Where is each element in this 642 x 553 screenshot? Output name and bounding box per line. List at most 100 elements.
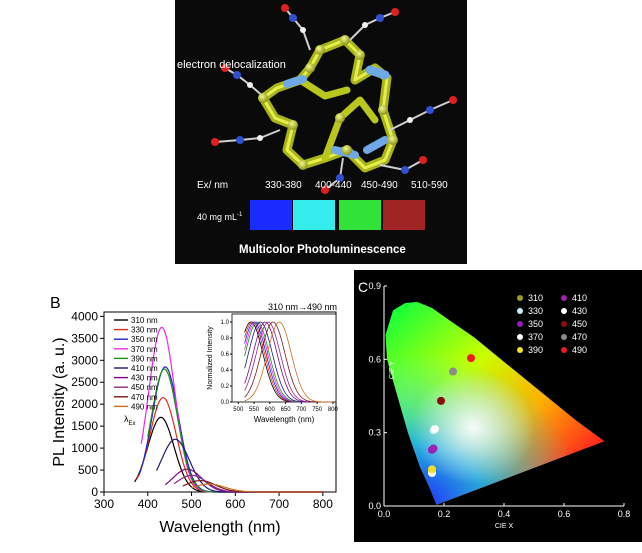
legend-label: 310 nm (131, 316, 158, 325)
inset-y-tick-label: 0.8 (221, 336, 230, 342)
y-tick-label: 0.6 (368, 354, 381, 364)
range-label-3: 450-490 (361, 180, 398, 191)
x-tick-label: 0.4 (498, 509, 511, 519)
legend-marker-390 (517, 347, 523, 353)
inset-x-tick-label: 750 (312, 407, 323, 413)
swatch-cyan (293, 200, 335, 230)
gamut-white-overlay (385, 301, 605, 505)
y-tick-label: 0.9 (368, 281, 381, 291)
inset-line-490nm (244, 321, 333, 403)
panel-b: 300 400 500 600 700 800 0 500 1000 1500 2000 2500 30… (0, 270, 350, 548)
y-tick-label: 4000 (71, 309, 98, 323)
legend-label-470: 470 (572, 332, 587, 342)
panel-label-c: C (358, 279, 368, 295)
y-axis-label: CIE Y (389, 361, 396, 379)
x-axis-label: Wavelength (nm) (159, 519, 280, 536)
legend-label: 430 nm (131, 374, 158, 383)
y-tick-label: 2500 (71, 375, 98, 389)
molecule-side-chains (214, 7, 454, 191)
pl-spectra-chart: 300 400 500 600 700 800 0 500 1000 1500 2000 2500 30… (50, 295, 339, 536)
inset-x-tick-label: 550 (249, 407, 260, 413)
inset-y-tick-label: 0.6 (221, 352, 230, 358)
y-tick-label: 3500 (71, 331, 98, 345)
panel-c: 0.0 0.2 0.4 0.6 0.8 0.0 0.3 0.6 0.9 CIE X CIE Y C 31… (354, 270, 642, 542)
inset-x-axis-label: Wavelength (nm) (254, 415, 315, 424)
x-tick-label: 700 (269, 497, 289, 511)
inset-x-tick-label: 650 (281, 407, 292, 413)
panel-label-b: B (50, 295, 61, 312)
legend-label: 370 nm (131, 345, 158, 354)
concentration-label: 40 mg mL-1 (197, 212, 243, 222)
legend-marker-370 (517, 334, 523, 340)
y-tick-label: 1000 (71, 441, 98, 455)
electron-delocalization-label: electron delocalization (177, 59, 286, 71)
cie-point-430 (431, 425, 439, 433)
cie-diagram: 0.0 0.2 0.4 0.6 0.8 0.0 0.3 0.6 0.9 CIE X CIE Y C 31… (358, 279, 631, 530)
cie-point-490 (467, 354, 475, 363)
cie-point-450 (437, 396, 445, 405)
legend-marker-310 (517, 295, 523, 301)
spectrum-line-330nm (136, 396, 323, 493)
inset-x-tick-label: 800 (328, 407, 339, 413)
x-tick-label: 0.8 (618, 509, 631, 519)
x-tick-label: 600 (225, 497, 245, 511)
legend-label-490: 490 (572, 345, 587, 355)
cie-point-390 (428, 465, 436, 474)
molecule-atoms (211, 4, 457, 194)
legend-label-450: 450 (572, 319, 587, 329)
y-tick-label: 500 (78, 463, 98, 477)
inset-y-tick-label: 0.2 (221, 384, 230, 390)
y-axis-label: PL Intensity (a. u.) (51, 337, 68, 466)
inset-x-tick-label: 700 (296, 407, 307, 413)
legend-marker-410 (561, 295, 567, 301)
inset-y-tick-label: 1.0 (221, 320, 230, 326)
legend-label-430: 430 (572, 306, 587, 316)
legend-label: 490 nm (131, 402, 158, 411)
y-tick-label: 1500 (71, 419, 98, 433)
cie-point-410 (429, 444, 438, 453)
legend-label-390: 390 (528, 345, 543, 355)
legend-marker-490 (561, 347, 567, 353)
x-tick-label: 300 (94, 497, 114, 511)
inset-x-tick-label: 500 (233, 407, 244, 413)
x-tick-label: 0.2 (438, 509, 451, 519)
legend-marker-350 (517, 321, 523, 327)
x-tick-label: 0.0 (378, 509, 391, 519)
legend-marker-450 (561, 321, 567, 327)
inset-y-tick-label: 0.0 (221, 400, 230, 406)
range-label-1: 330-380 (265, 180, 302, 191)
x-axis-label: CIE X (495, 523, 514, 530)
x-tick-label: 800 (313, 497, 333, 511)
ex-nm-label: Ex/ nm (197, 180, 228, 191)
cie-point-470 (449, 367, 457, 376)
legend-label-310: 310 (528, 293, 543, 303)
x-tick-label: 400 (138, 497, 158, 511)
inset-y-axis-label: Normalized Intensity (207, 326, 214, 390)
x-tick-label: 0.6 (558, 509, 571, 519)
legend-label: 350 nm (131, 335, 158, 344)
legend-label: 410 nm (131, 364, 158, 373)
spectrum-line-410nm (155, 438, 323, 493)
legend-label: 390 nm (131, 354, 158, 363)
legend-label-410: 410 (572, 293, 587, 303)
y-tick-label: 0.3 (368, 428, 381, 438)
x-tick-label: 500 (182, 497, 202, 511)
multicolor-caption: Multicolor Photoluminescence (239, 244, 406, 256)
legend-label-330: 330 (528, 306, 543, 316)
range-label-2: 400-440 (315, 180, 352, 191)
inset-y-tick-label: 0.4 (221, 368, 230, 374)
legend-label-370: 370 (528, 332, 543, 342)
molecule-illustration: electron delocalization Ex/ nm 330-380 4… (177, 4, 457, 256)
swatch-blue (250, 200, 292, 230)
legend-label: 330 nm (131, 326, 158, 335)
legend-marker-330 (517, 308, 523, 314)
panel-a: electron delocalization Ex/ nm 330-380 4… (175, 0, 467, 264)
y-tick-label: 2000 (71, 397, 98, 411)
spectrum-line-490nm (191, 483, 323, 493)
legend-label: 450 nm (131, 383, 158, 392)
y-tick-label: 3000 (71, 353, 98, 367)
y-tick-label: 0.0 (368, 501, 381, 511)
legend-marker-470 (561, 334, 567, 340)
legend-marker-430 (561, 308, 567, 314)
range-label-4: 510-590 (411, 180, 448, 191)
